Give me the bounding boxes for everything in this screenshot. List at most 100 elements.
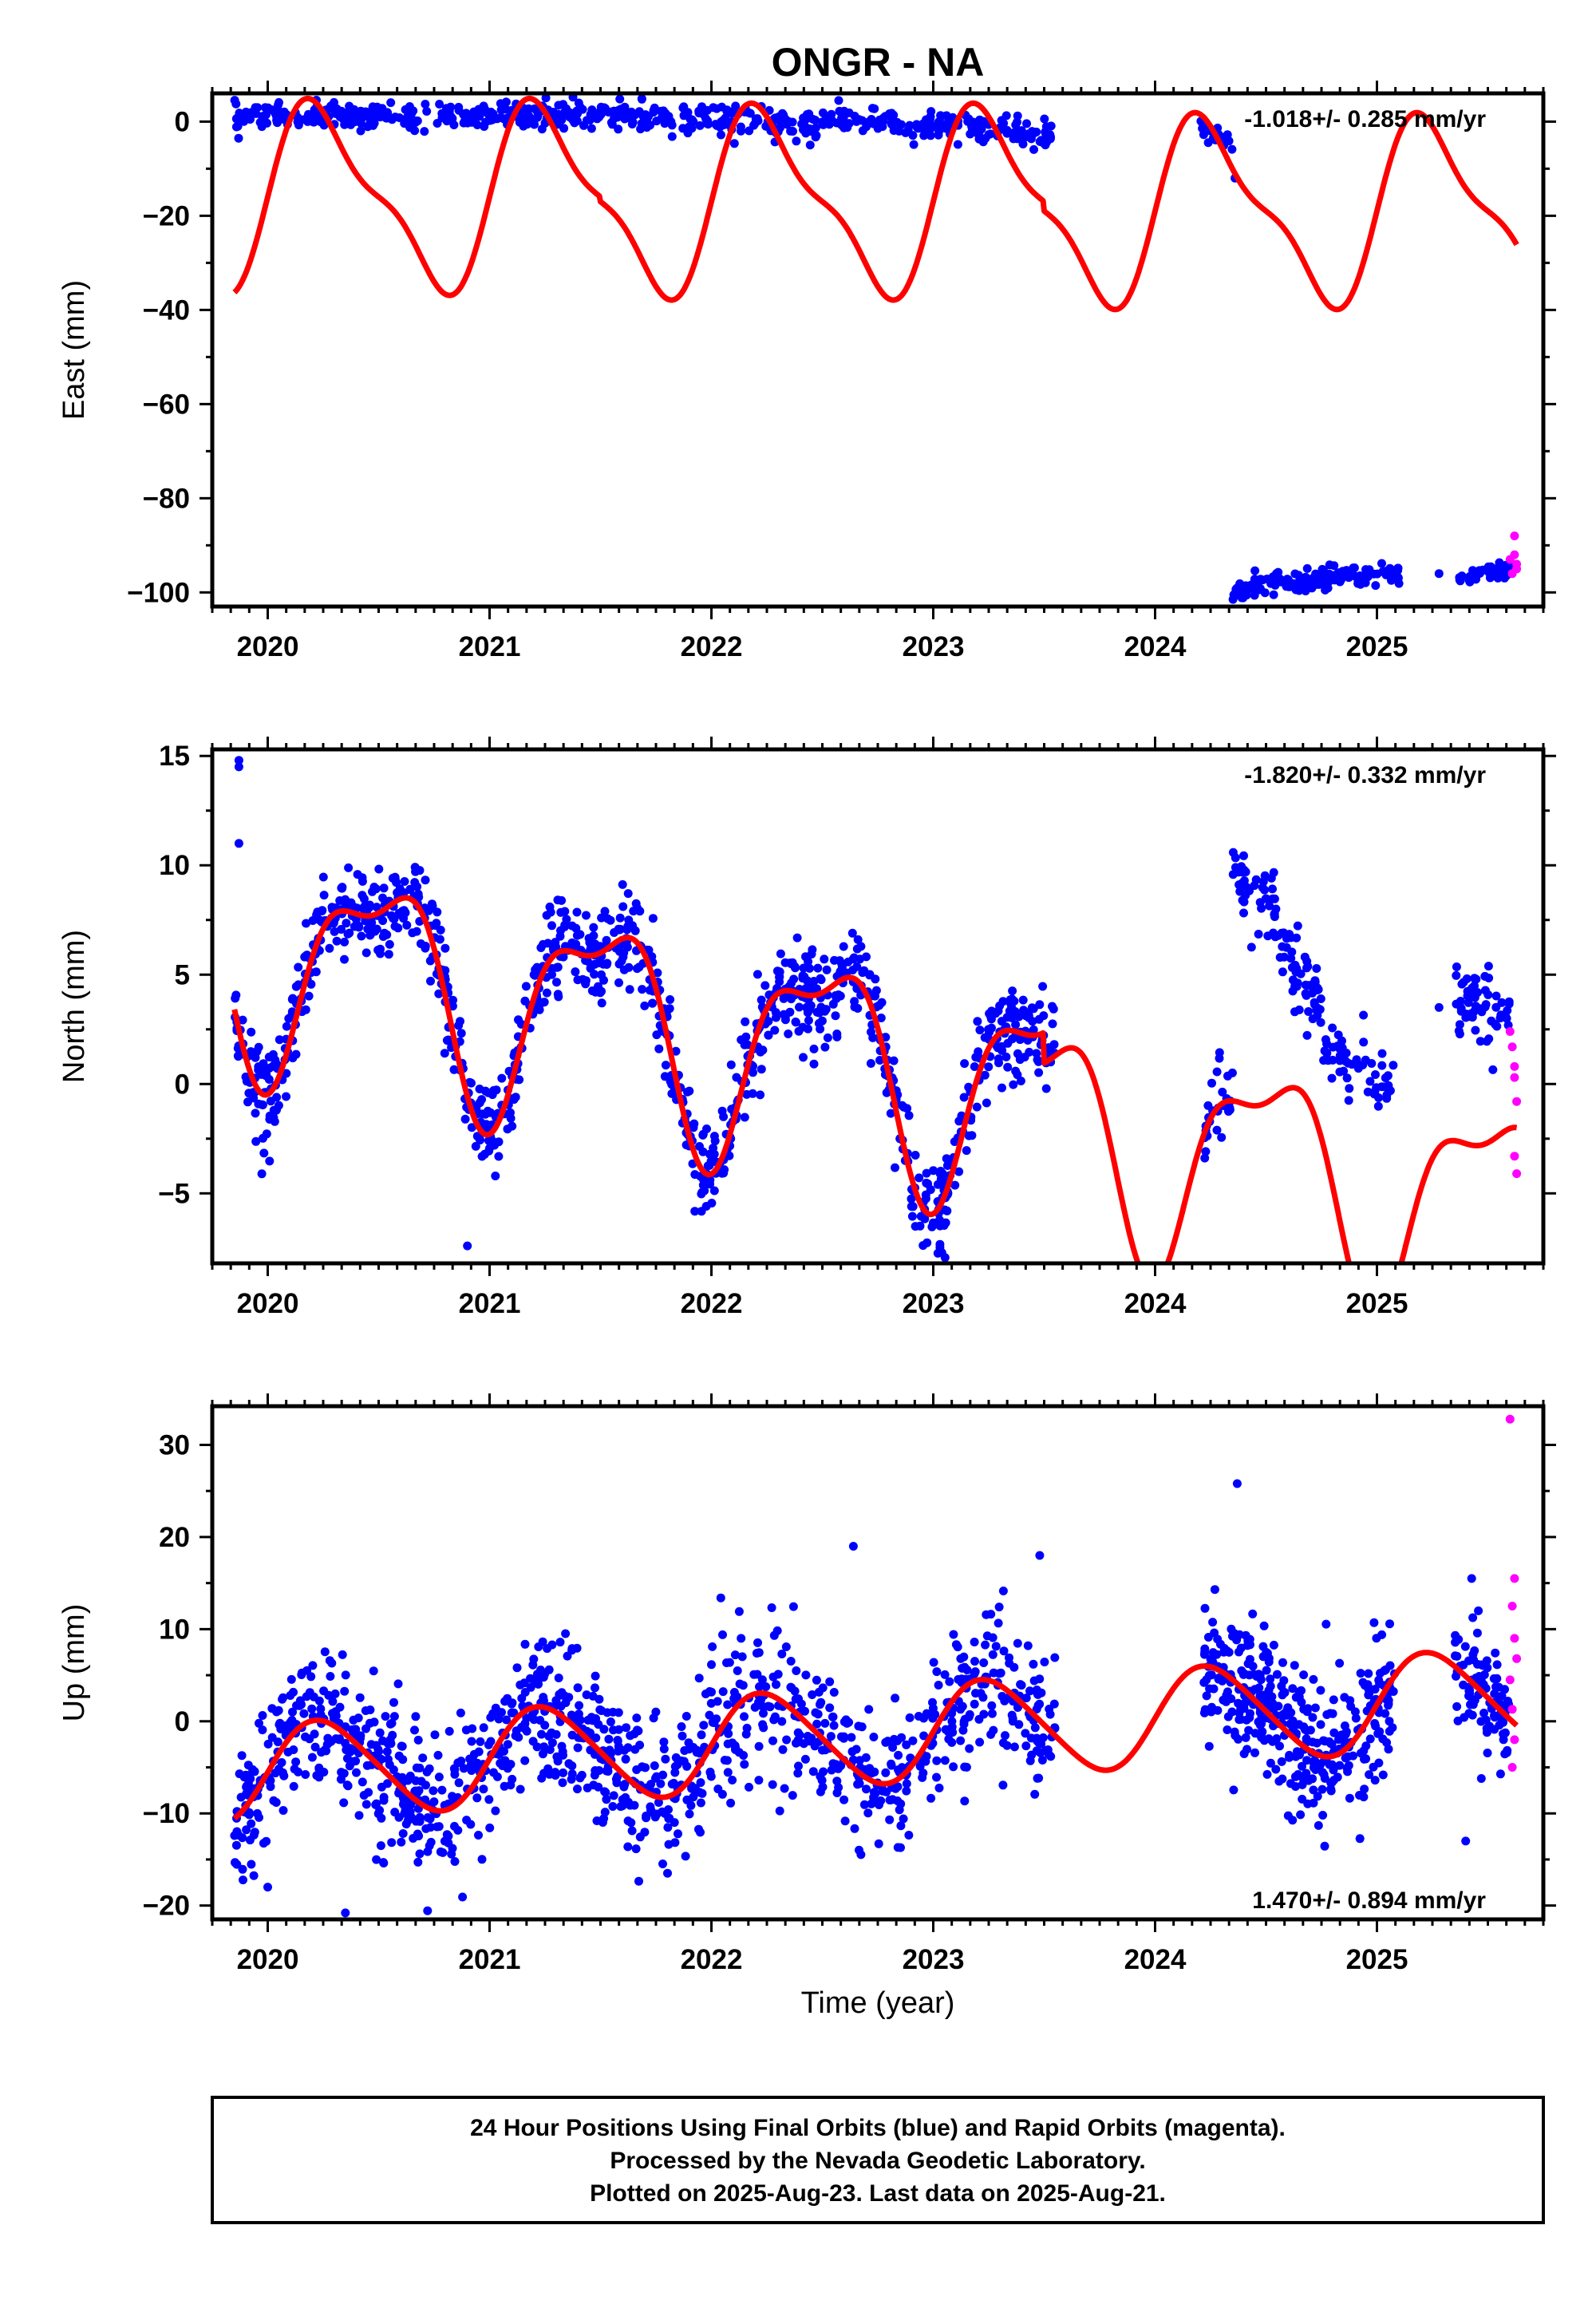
final-orbit-point: [458, 1892, 468, 1902]
final-orbit-point: [397, 1741, 406, 1751]
final-orbit-point: [970, 1657, 979, 1666]
final-orbit-point: [264, 1053, 274, 1061]
final-orbit-point: [1322, 1049, 1332, 1058]
final-orbit-point: [1459, 1680, 1468, 1690]
final-orbit-point: [583, 1715, 593, 1725]
final-orbit-point: [600, 907, 610, 916]
final-orbit-point: [567, 921, 577, 931]
final-orbit-point: [934, 1783, 944, 1792]
final-orbit-point: [712, 1714, 721, 1724]
final-orbit-point: [624, 915, 634, 925]
north-velocity-label: -1.820+/- 0.332 mm/yr: [1244, 762, 1486, 788]
final-orbit-point: [757, 995, 766, 1005]
final-orbit-point: [775, 1806, 784, 1816]
final-orbit-point: [681, 1712, 691, 1721]
final-orbit-point: [1236, 1643, 1246, 1653]
final-orbit-point: [1257, 903, 1266, 913]
final-orbit-point: [871, 974, 880, 984]
final-orbit-point: [1270, 909, 1279, 919]
final-orbit-point: [621, 1754, 630, 1764]
final-orbit-point: [882, 1088, 891, 1097]
final-orbit-point: [1286, 1779, 1295, 1788]
final-orbit-point: [302, 1692, 311, 1701]
final-orbit-point: [1035, 1551, 1045, 1560]
final-orbit-point: [1328, 1023, 1337, 1033]
final-orbit-point: [918, 1241, 928, 1251]
final-orbit-point: [1492, 1674, 1502, 1683]
final-orbit-point: [1298, 1780, 1307, 1789]
footer-line-1: 24 Hour Positions Using Final Orbits (bl…: [470, 2115, 1286, 2141]
final-orbit-point: [287, 1716, 297, 1725]
final-orbit-point: [436, 1847, 445, 1856]
final-orbit-point: [1245, 1654, 1254, 1664]
final-orbit-point: [728, 1776, 737, 1784]
final-orbit-point: [820, 1745, 830, 1755]
final-orbit-point: [339, 1798, 349, 1808]
final-orbit-point: [1484, 568, 1494, 578]
final-orbit-point: [453, 1825, 463, 1835]
final-orbit-point: [664, 1840, 674, 1849]
final-orbit-point: [1500, 1685, 1509, 1694]
final-orbit-point: [1239, 876, 1249, 885]
final-orbit-point: [623, 889, 633, 899]
final-orbit-point: [1026, 134, 1036, 144]
final-orbit-point: [1246, 1709, 1254, 1718]
final-orbit-point: [414, 1786, 424, 1796]
final-orbit-point: [864, 1705, 874, 1714]
final-orbit-point: [1022, 119, 1031, 128]
final-orbit-point: [519, 112, 529, 121]
final-orbit-point: [1290, 1661, 1299, 1670]
east-x-tick-label: 2023: [903, 631, 965, 662]
final-orbit-point: [812, 1719, 822, 1729]
final-orbit-point: [623, 1842, 633, 1852]
final-orbit-point: [792, 933, 802, 943]
east-x-tick-label: 2020: [237, 631, 299, 662]
final-orbit-point: [403, 113, 412, 122]
final-orbit-point: [386, 98, 396, 108]
final-orbit-point: [418, 1753, 428, 1763]
final-orbit-point: [1239, 851, 1248, 860]
final-orbit-point: [1302, 1769, 1311, 1778]
final-orbit-point: [1320, 1841, 1329, 1851]
final-orbit-point: [231, 994, 240, 1003]
final-orbit-point: [1034, 1014, 1044, 1024]
final-orbit-point: [231, 1858, 239, 1867]
final-orbit-point: [941, 1725, 950, 1734]
final-orbit-point: [717, 1789, 727, 1799]
final-orbit-point: [474, 1747, 484, 1757]
final-orbit-point: [881, 1768, 891, 1777]
final-orbit-point: [512, 1726, 521, 1736]
final-orbit-point: [751, 114, 760, 124]
final-orbit-point: [847, 1733, 856, 1742]
final-orbit-point: [956, 1736, 966, 1745]
final-orbit-point: [1365, 1077, 1375, 1086]
north-x-axis: 2020 2021 2022 2023 2024 2025: [211, 737, 1545, 1319]
final-orbit-point: [1293, 921, 1302, 931]
final-orbit-point: [558, 1778, 567, 1788]
final-orbit-point: [614, 978, 623, 987]
final-orbit-point: [999, 1646, 1009, 1656]
final-orbit-point: [1365, 1770, 1374, 1780]
final-orbit-point: [899, 1102, 908, 1112]
final-orbit-point: [737, 126, 745, 136]
final-orbit-point: [1245, 1634, 1254, 1644]
final-orbit-point: [1272, 569, 1281, 579]
final-orbit-point: [689, 1785, 699, 1795]
final-orbit-point: [1312, 964, 1321, 973]
final-orbit-point: [1476, 1676, 1486, 1686]
final-orbit-point: [1215, 1639, 1225, 1649]
final-orbit-point: [1027, 1003, 1037, 1013]
final-orbit-point: [1344, 1761, 1353, 1770]
final-orbit-point: [964, 1712, 974, 1721]
final-orbit-point: [986, 1729, 996, 1739]
final-orbit-point: [795, 1730, 804, 1740]
final-orbit-point: [255, 1718, 263, 1728]
final-orbit-point: [1377, 1049, 1387, 1058]
final-orbit-point: [259, 1148, 269, 1158]
final-orbit-point: [378, 1858, 388, 1867]
final-orbit-point: [886, 1109, 895, 1118]
final-orbit-point: [1335, 577, 1345, 587]
final-orbit-point: [981, 133, 990, 143]
final-orbit-point: [1335, 1761, 1345, 1770]
final-orbit-point: [1269, 1640, 1278, 1650]
